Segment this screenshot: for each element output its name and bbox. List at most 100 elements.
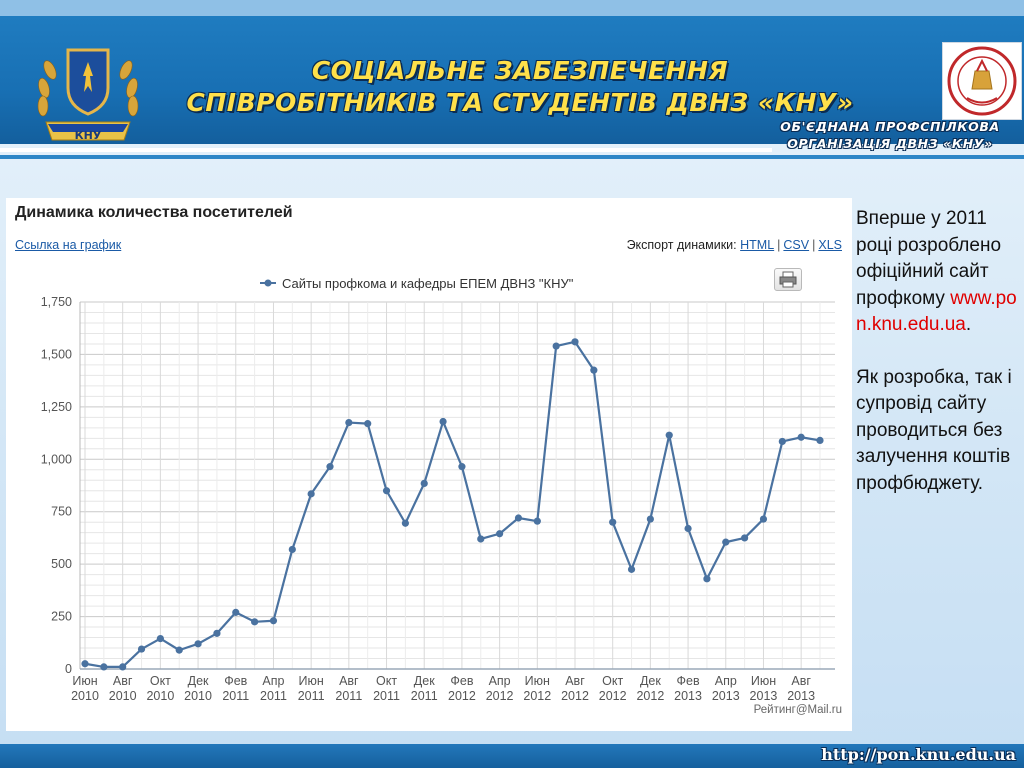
x-tick-label-year: 2012 [599,689,627,703]
trade-union-logo [942,42,1022,120]
x-tick-label-month: Авг [791,674,811,688]
data-point[interactable] [797,433,805,441]
data-point[interactable] [590,366,598,374]
emblem-text: КНУ [75,129,102,142]
data-point[interactable] [684,524,692,533]
data-point[interactable] [458,463,466,471]
x-tick-label-year: 2011 [373,689,400,703]
x-tick-label-year: 2012 [448,689,476,703]
y-tick-label: 250 [51,610,72,624]
chart-credit[interactable]: Рейтинг@Mail.ru [754,704,842,716]
print-button[interactable] [774,268,802,291]
header-divider [0,148,772,152]
x-tick-label-month: Апр [715,674,737,688]
data-point[interactable] [816,436,824,445]
chart-axes: 02505007501,0001,2501,5001,750Июн2010Авг… [41,295,835,703]
header-banner: КНУ СОЦІАЛЬНЕ ЗАБЕЗПЕЧЕННЯ СПІВРОБІТНИКІ… [0,0,1024,159]
x-tick-label-year: 2012 [523,689,551,703]
side-description: Вперше у 2011 році розроблено офіційний … [856,206,1018,497]
x-tick-label-year: 2012 [486,689,514,703]
chart-title: Динамика количества посетителей [15,204,293,221]
data-point[interactable] [722,538,730,546]
x-tick-label-month: Окт [150,674,171,688]
chart-legend[interactable]: Сайты профкома и кафедры ЕПЕМ ДВНЗ "КНУ" [260,276,574,291]
trade-union-seal-icon [947,46,1017,116]
data-point[interactable] [194,640,202,648]
data-point[interactable] [646,515,654,523]
university-emblem-icon: КНУ [37,48,139,142]
data-point[interactable] [251,618,259,626]
data-point[interactable] [307,490,315,498]
data-point[interactable] [571,338,579,346]
legend-series-label[interactable]: Сайты профкома и кафедры ЕПЕМ ДВНЗ "КНУ" [282,276,574,291]
data-point[interactable] [119,663,127,671]
x-tick-label-year: 2012 [636,689,664,703]
data-point[interactable] [269,617,278,625]
data-point[interactable] [514,514,523,522]
x-tick-label-month: Дек [640,674,661,688]
side-paragraph-1-text: Вперше у 2011 році розроблено офіційний … [856,208,1002,309]
data-point[interactable] [401,519,409,527]
site-url-link[interactable]: www.pon.knu.edu.ua [856,287,1017,336]
footer-url[interactable]: http://pon.knu.edu.ua [821,745,1016,764]
export-bar: Экспорт динамики: HTML | CSV | XLS [627,238,842,252]
export-separator: | [777,238,781,252]
side-paragraph-1-end: . [965,314,972,335]
x-tick-label-year: 2010 [71,689,99,703]
x-tick-label-year: 2011 [222,689,249,703]
export-xls-link[interactable]: XLS [818,238,842,252]
data-point[interactable] [137,645,146,653]
data-point[interactable] [175,646,183,654]
data-point[interactable] [420,479,428,488]
legend-dot-marker [264,279,272,287]
data-point[interactable] [345,418,353,427]
data-point[interactable] [496,530,504,538]
data-point[interactable] [759,515,768,523]
footer-bar: http://pon.knu.edu.ua [0,744,1024,768]
visitor-dynamics-panel: 0 250 500 750 1,000 1,250 1,500 1,750 Июн 2010 Авг… [6,198,852,731]
x-tick-label-year: 2011 [260,689,287,703]
data-point[interactable] [364,420,372,428]
data-point[interactable] [627,565,636,573]
data-point[interactable] [665,431,673,439]
data-point[interactable] [439,417,447,426]
x-tick-label-month: Авг [113,674,133,688]
data-point[interactable] [213,629,221,637]
export-csv-link[interactable]: CSV [783,238,810,252]
y-tick-label: 1,500 [41,347,72,361]
data-point[interactable] [288,545,296,554]
data-point[interactable] [156,634,164,643]
data-point[interactable] [552,342,560,350]
data-point[interactable] [326,463,334,471]
x-tick-label-year: 2013 [712,689,740,703]
export-html-link[interactable]: HTML [740,238,775,252]
y-tick-label: 1,000 [41,452,72,466]
x-tick-label-year: 2013 [750,689,778,703]
visitor-line-chart: 02505007501,0001,2501,5001,750Июн2010Авг… [41,276,842,716]
chart-link[interactable]: Ссылка на график [15,238,122,252]
page-title-line-2: СПІВРОБІТНИКІВ ТА СТУДЕНТІВ ДВНЗ «КНУ» [186,88,854,117]
x-tick-label-month: Окт [602,674,623,688]
data-point[interactable] [778,437,786,446]
data-point[interactable] [609,518,617,526]
data-point[interactable] [703,575,711,583]
data-point[interactable] [382,487,391,495]
data-point[interactable] [741,534,749,542]
y-tick-label: 500 [51,557,72,571]
x-tick-label-year: 2010 [146,689,174,703]
x-tick-label-month: Авг [565,674,585,688]
data-point[interactable] [477,535,485,543]
org-name-line-2: ОРГАНІЗАЦІЯ ДВНЗ «КНУ» [787,136,993,151]
x-tick-label-month: Дек [188,674,209,688]
chart-series [81,338,824,671]
data-point[interactable] [81,660,89,668]
x-tick-label-month: Фев [224,674,247,688]
data-point[interactable] [232,608,240,616]
data-point[interactable] [533,517,541,525]
x-tick-label-year: 2011 [411,689,438,703]
data-point[interactable] [100,663,108,671]
side-paragraph-1: Вперше у 2011 році розроблено офіційний … [856,206,1018,339]
x-tick-label-year: 2010 [109,689,137,703]
x-tick-label-month: Дек [414,674,435,688]
x-tick-label-year: 2013 [787,689,815,703]
